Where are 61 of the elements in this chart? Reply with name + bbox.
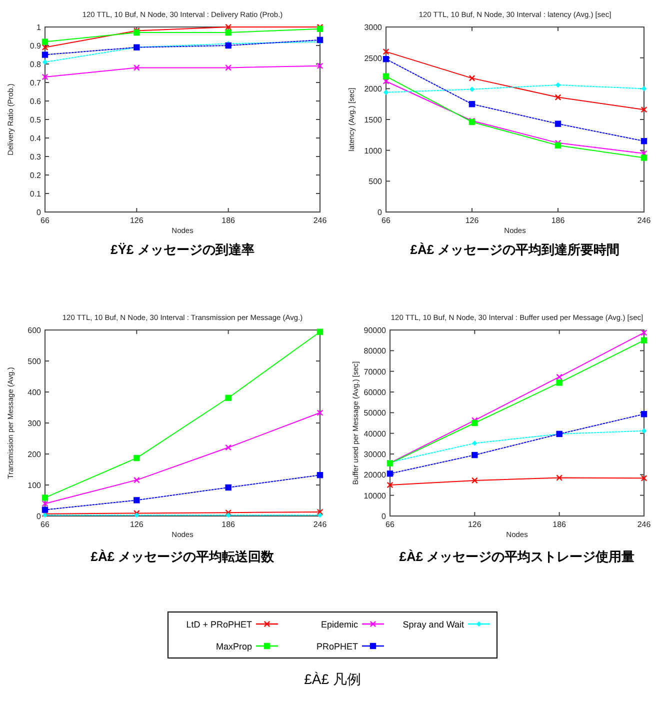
- x-tick-label: 186: [551, 216, 566, 225]
- y-tick-label: 2500: [364, 54, 383, 63]
- x-tick-label: 186: [222, 520, 236, 529]
- legend-label: LtD + PRoPHET: [186, 620, 252, 630]
- legend-label: PRoPHET: [316, 642, 358, 652]
- y-tick-label: 1: [36, 23, 42, 32]
- x-tick-label: 126: [130, 216, 144, 225]
- y-tick-label: 300: [28, 419, 42, 428]
- text: £Ÿ£ メッセージの到達率: [110, 242, 254, 257]
- x-tick-label: 126: [468, 520, 482, 529]
- y-tick-label: 80000: [364, 346, 387, 356]
- y-tick-label: 0: [36, 208, 42, 217]
- x-tick-label: 126: [130, 520, 144, 529]
- y-tick-label: 400: [28, 388, 42, 397]
- y-tick-label: 90000: [364, 326, 387, 335]
- y-tick-label: 0.3: [30, 152, 42, 162]
- x-tick-label: 246: [313, 216, 328, 225]
- y-tick-label: 200: [28, 450, 42, 459]
- y-tick-label: 0.6: [30, 97, 42, 106]
- text: £À£ メッセージの平均転送回数: [90, 549, 276, 564]
- legend-label: MaxProp: [216, 642, 252, 652]
- y-tick-label: 70000: [364, 367, 387, 376]
- y-tick-label: 0.5: [30, 116, 42, 124]
- x-tick-label: 66: [386, 520, 395, 529]
- y-tick-label: 100: [28, 481, 42, 490]
- y-tick-label: 30000: [364, 450, 387, 459]
- y-tick-label: 0.4: [30, 134, 42, 143]
- y-tick-label: 50000: [364, 408, 387, 418]
- y-tick-label: 0.7: [30, 78, 42, 88]
- text: £À£ メッセージの平均ストレージ使用量: [399, 549, 635, 564]
- y-tick-label: 0: [378, 208, 383, 217]
- x-tick-label: 246: [637, 520, 652, 529]
- y-tick-label: 40000: [364, 429, 387, 438]
- y-tick-label: 60000: [364, 388, 387, 397]
- y-tick-label: 0.1: [30, 190, 42, 198]
- legend-label: Epidemic: [320, 620, 358, 630]
- x-tick-label: 66: [40, 216, 50, 225]
- y-tick-label: 0: [382, 512, 387, 521]
- y-tick-label: 10000: [364, 491, 387, 500]
- y-tick-label: 20000: [364, 470, 387, 480]
- x-tick-label: 66: [382, 216, 391, 225]
- legend-label: Spray and Wait: [402, 620, 464, 630]
- x-tick-label: 246: [637, 216, 652, 225]
- x-tick-label: 246: [313, 520, 328, 529]
- y-tick-label: 0.9: [30, 42, 42, 50]
- x-tick-label: 186: [222, 216, 236, 225]
- text: £À£ メッセージの平均到達所要時間: [410, 242, 620, 257]
- y-tick-label: 1500: [364, 116, 383, 124]
- y-tick-label: 500: [28, 357, 42, 366]
- x-tick-label: 66: [40, 520, 50, 529]
- text: £À£ 凡例: [304, 671, 361, 687]
- y-tick-label: 0: [36, 512, 42, 521]
- y-tick-label: 0.8: [30, 60, 42, 69]
- y-tick-label: 500: [368, 177, 383, 186]
- y-tick-label: 0.2: [30, 171, 42, 180]
- x-tick-label: 186: [552, 520, 567, 529]
- y-tick-label: 3000: [364, 23, 383, 32]
- y-tick-label: 1000: [364, 146, 383, 156]
- x-tick-label: 126: [465, 216, 480, 225]
- y-tick-label: 2000: [364, 84, 383, 94]
- y-tick-label: 600: [28, 326, 42, 335]
